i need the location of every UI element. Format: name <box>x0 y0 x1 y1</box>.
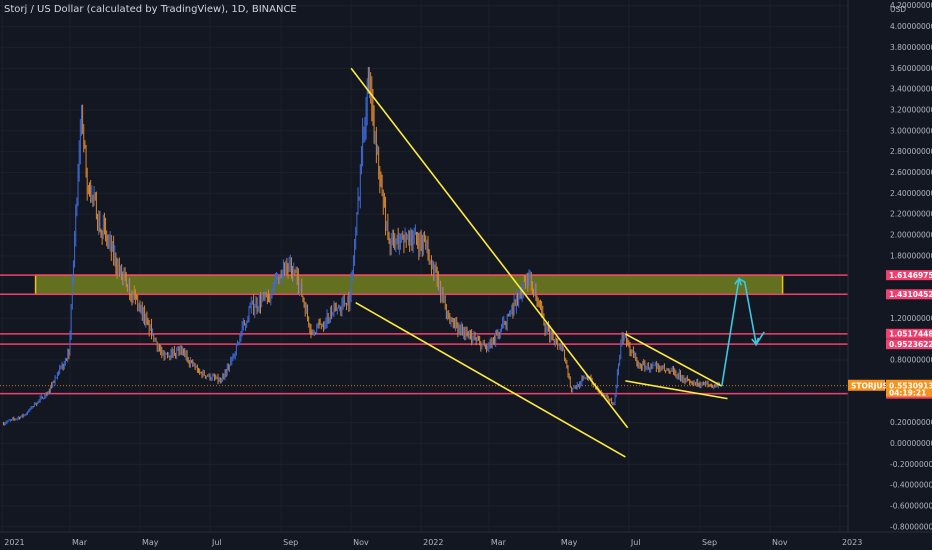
symbol-label-bg <box>848 379 885 391</box>
projection-line <box>721 277 765 387</box>
x-tick-label: Mar <box>72 538 88 547</box>
currency-label: USD <box>890 5 906 14</box>
grid <box>0 0 848 532</box>
x-tick-label: Sep <box>283 538 298 547</box>
level-label: 1.05174489 <box>889 330 932 339</box>
y-tick-label: 3.20000000 <box>890 105 932 114</box>
y-tick-label: -0.60000000 <box>890 501 932 510</box>
x-tick-label: May <box>561 538 578 547</box>
countdown-label: 04:19:21 <box>889 388 926 397</box>
x-tick-label: Nov <box>353 538 369 547</box>
x-tick-label: Nov <box>772 538 788 547</box>
level-label: 1.43104520 <box>889 290 932 299</box>
y-tick-label: 4.20000000 <box>890 1 932 10</box>
y-tick-label: 1.20000000 <box>890 314 932 323</box>
symbol-label: STORJUSD <box>851 381 894 390</box>
x-tick-label: Jul <box>630 538 641 547</box>
projection-arrowhead <box>751 337 760 347</box>
time-axis[interactable]: 2021 Mar May Jul Sep Nov 2022 Mar May Jul Sep Nov 20… <box>4 538 862 547</box>
projection-arrowhead <box>734 277 743 286</box>
level-label-bg <box>886 339 932 350</box>
level-label-bg <box>886 270 932 281</box>
trendline <box>350 67 629 429</box>
x-tick-label: May <box>142 538 159 547</box>
level-label-bg <box>886 289 932 300</box>
chart-title: Storj / US Dollar (calculated by Trading… <box>4 4 297 15</box>
y-tick-label: 2.40000000 <box>890 189 932 198</box>
y-tick-label: 2.00000000 <box>890 230 932 239</box>
y-tick-label: -0.40000000 <box>890 481 932 490</box>
y-tick-label: 3.40000000 <box>890 85 932 94</box>
x-tick-label: Sep <box>702 538 717 547</box>
trendline <box>625 333 723 387</box>
trendline <box>355 302 626 458</box>
y-tick-label: 3.60000000 <box>890 64 932 73</box>
y-tick-label: 2.60000000 <box>890 168 932 177</box>
x-tick-label: Mar <box>491 538 507 547</box>
x-tick-label: 2021 <box>4 538 24 547</box>
level-label: 0.95236224 <box>889 340 932 349</box>
y-tick-label: -0.20000000 <box>890 460 932 469</box>
y-tick-label: 2.80000000 <box>890 147 932 156</box>
y-tick-label: 0.00000000 <box>890 439 932 448</box>
supply-zone-rect <box>34 274 784 296</box>
projection-path <box>721 277 765 387</box>
y-tick-label: 0.80000000 <box>890 356 932 365</box>
y-tick-label: 4.00000000 <box>890 22 932 31</box>
price-axis[interactable]: 4.20000000 4.00000000 3.80000000 3.60000000… <box>890 1 932 531</box>
y-tick-label: 1.80000000 <box>890 251 932 260</box>
y-tick-label: 3.80000000 <box>890 43 932 52</box>
x-tick-label: 2023 <box>842 538 862 547</box>
trendlines <box>350 67 728 458</box>
level-label: 1.61469756 <box>889 271 932 280</box>
price-series <box>2 66 720 426</box>
supply-zone <box>34 274 784 296</box>
y-tick-label: -0.80000000 <box>890 522 932 531</box>
y-tick-label: 2.20000000 <box>890 210 932 219</box>
y-tick-label: 0.20000000 <box>890 418 932 427</box>
x-tick-label: 2022 <box>423 538 443 547</box>
price-labels: 1.61469756 1.43104520 1.051744890.95236224… <box>848 270 932 399</box>
y-tick-label: 3.00000000 <box>890 126 932 135</box>
x-tick-label: Jul <box>211 538 222 547</box>
horizontal-levels <box>0 274 848 395</box>
level-label-bg <box>886 328 932 339</box>
trendline <box>625 380 728 400</box>
price-label-bg <box>886 379 932 397</box>
